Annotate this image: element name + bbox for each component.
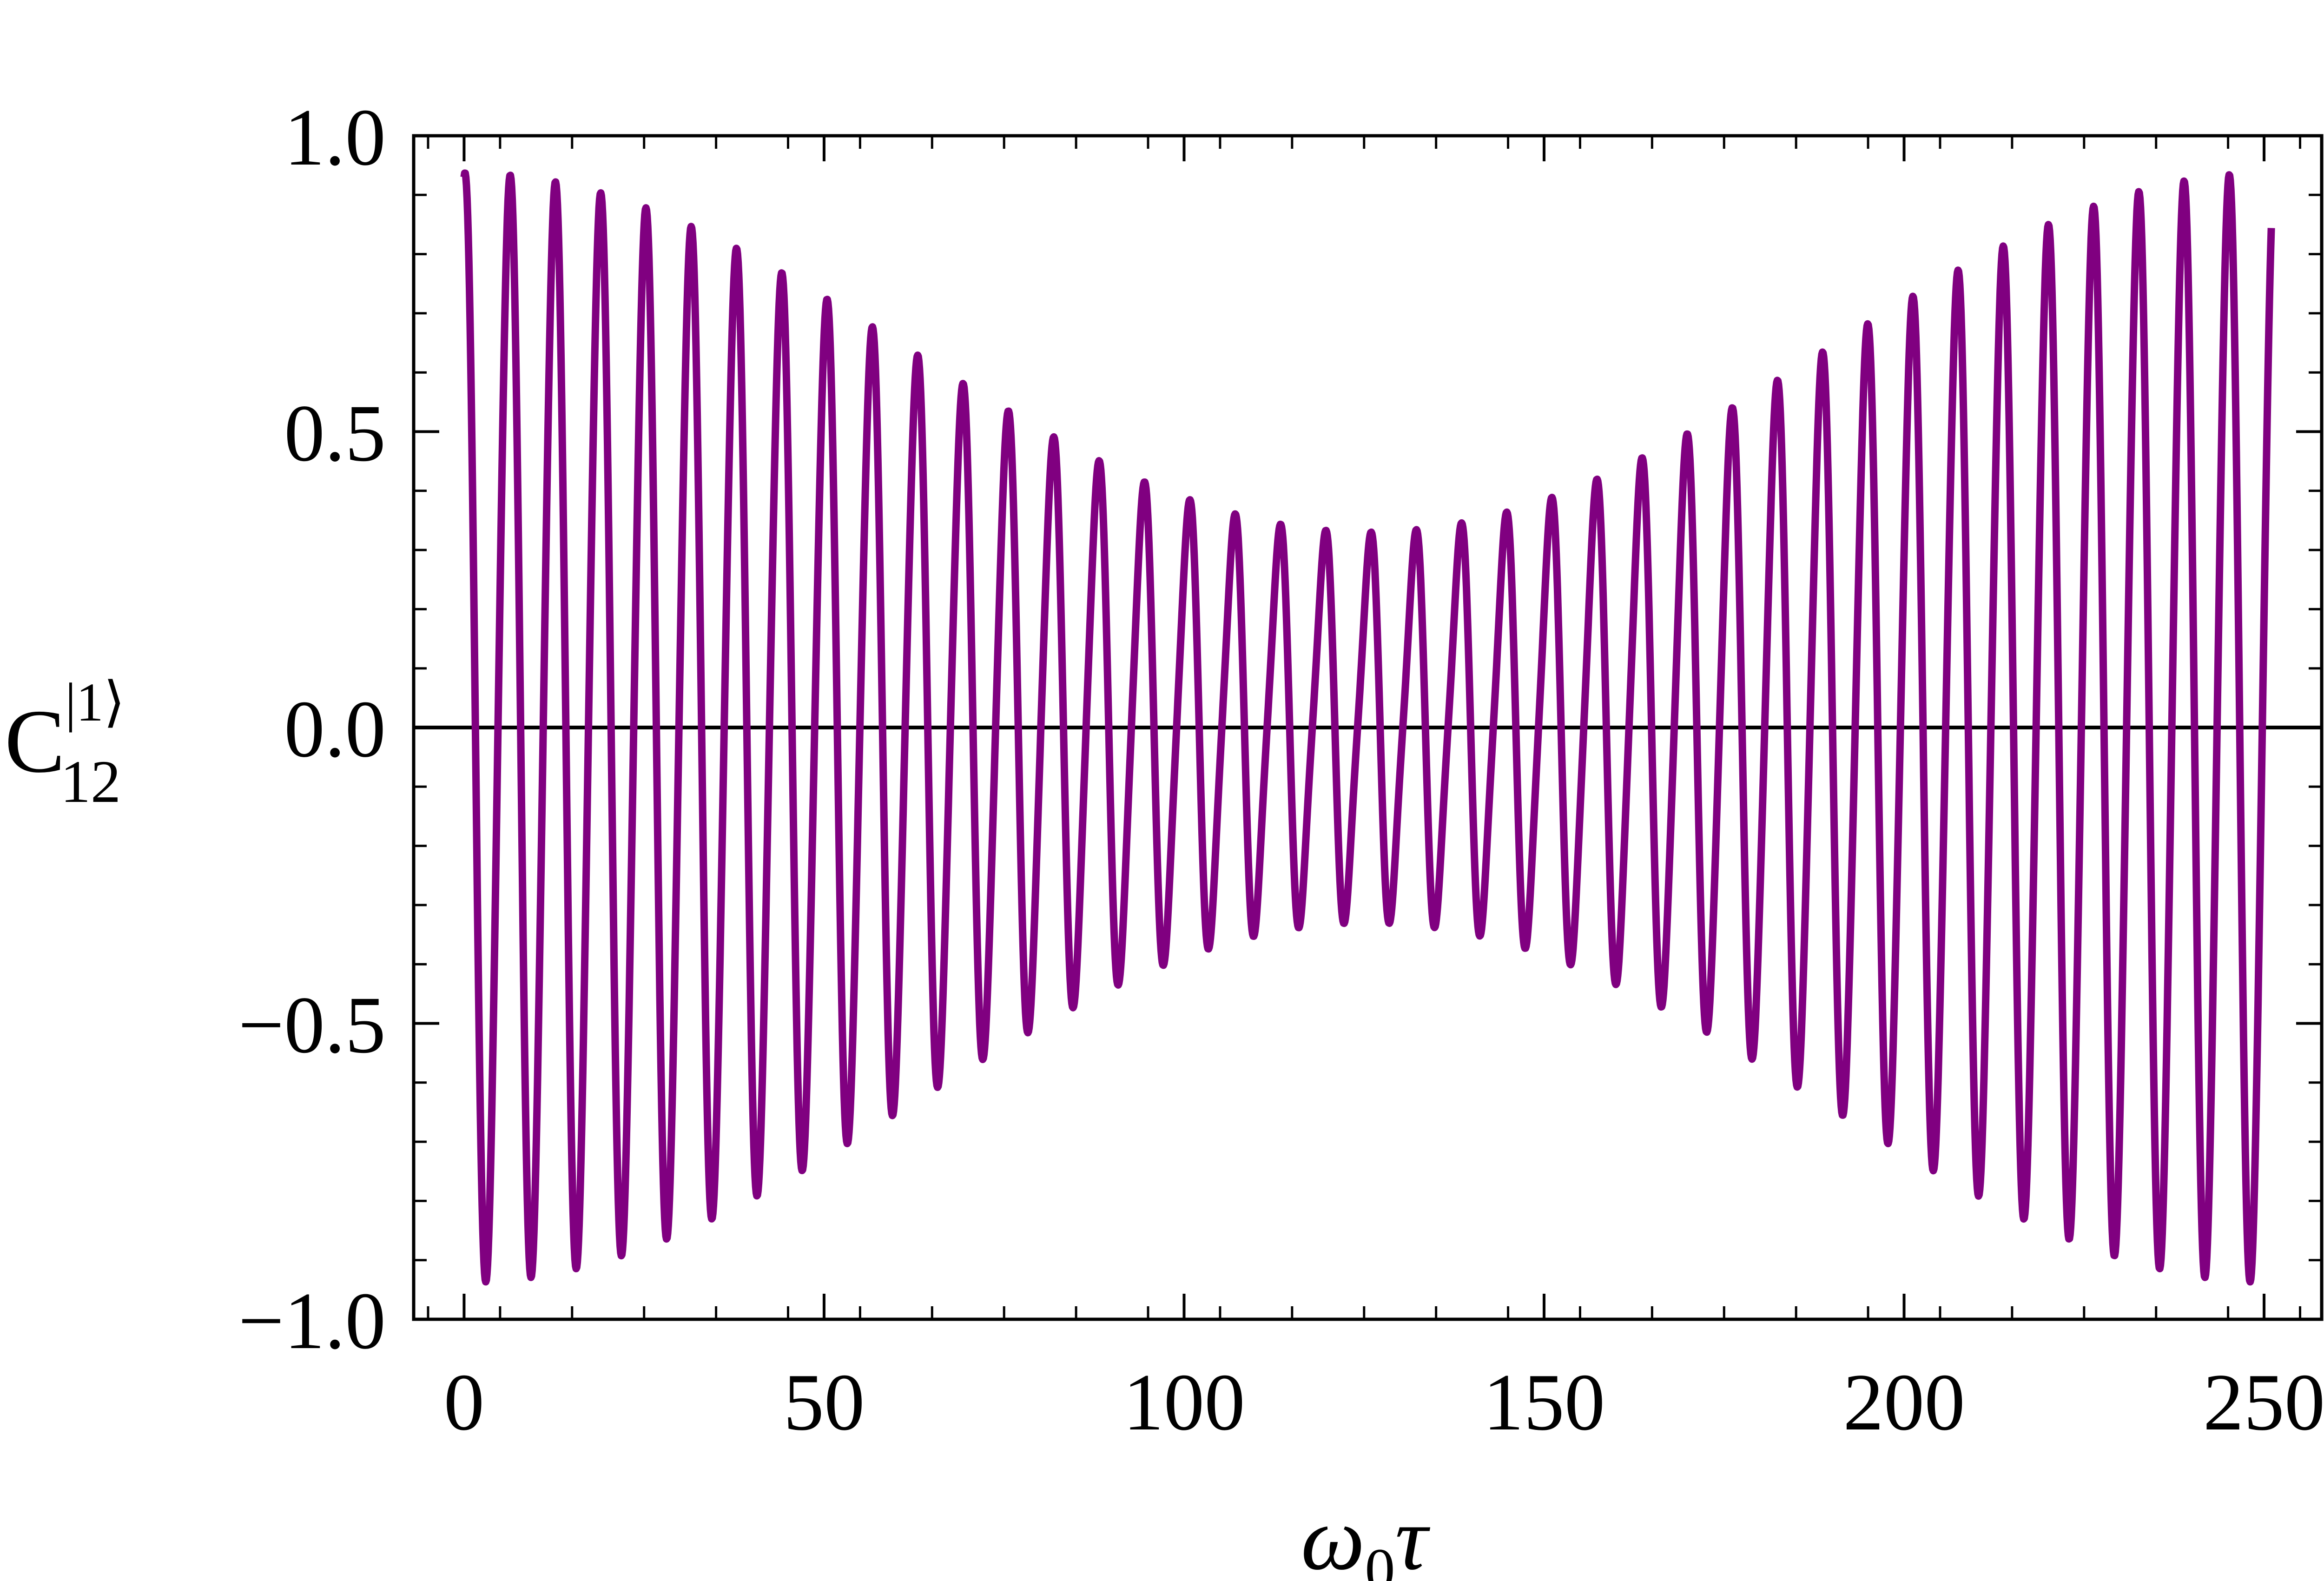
x-axis-label: ω0τ [1301, 1488, 1431, 1581]
y-axis-label-sub: 12 [60, 748, 121, 815]
x-axis-label-tail: τ [1395, 1488, 1430, 1581]
tick-labels: 0 50 100 150 200 250 −1.0 −0.5 0.0 0.5 1.0 [238, 92, 2324, 1447]
x-tick-label: 50 [783, 1357, 865, 1447]
x-tick-label: 250 [2203, 1357, 2324, 1447]
y-tick-label: 1.0 [284, 92, 386, 182]
y-tick-label: 0.5 [284, 388, 386, 478]
y-tick-label: 0.0 [284, 684, 386, 774]
x-tick-label: 150 [1483, 1357, 1605, 1447]
y-tick-label: −1.0 [238, 1276, 386, 1366]
y-axis-label-sup: |1⟩ [65, 672, 125, 733]
x-axis-label-sub: 0 [1365, 1536, 1395, 1581]
y-axis-label: C|1⟩ 12 [5, 672, 125, 815]
y-axis-label-base: C [5, 691, 65, 792]
x-tick-label: 200 [1843, 1357, 1965, 1447]
x-tick-label: 100 [1123, 1357, 1245, 1447]
x-axis-label-base: ω [1301, 1488, 1365, 1581]
series-line [460, 169, 2275, 1286]
y-tick-label: −0.5 [238, 980, 386, 1070]
plot-frame [412, 134, 2324, 1321]
x-tick-label: 0 [444, 1357, 485, 1447]
